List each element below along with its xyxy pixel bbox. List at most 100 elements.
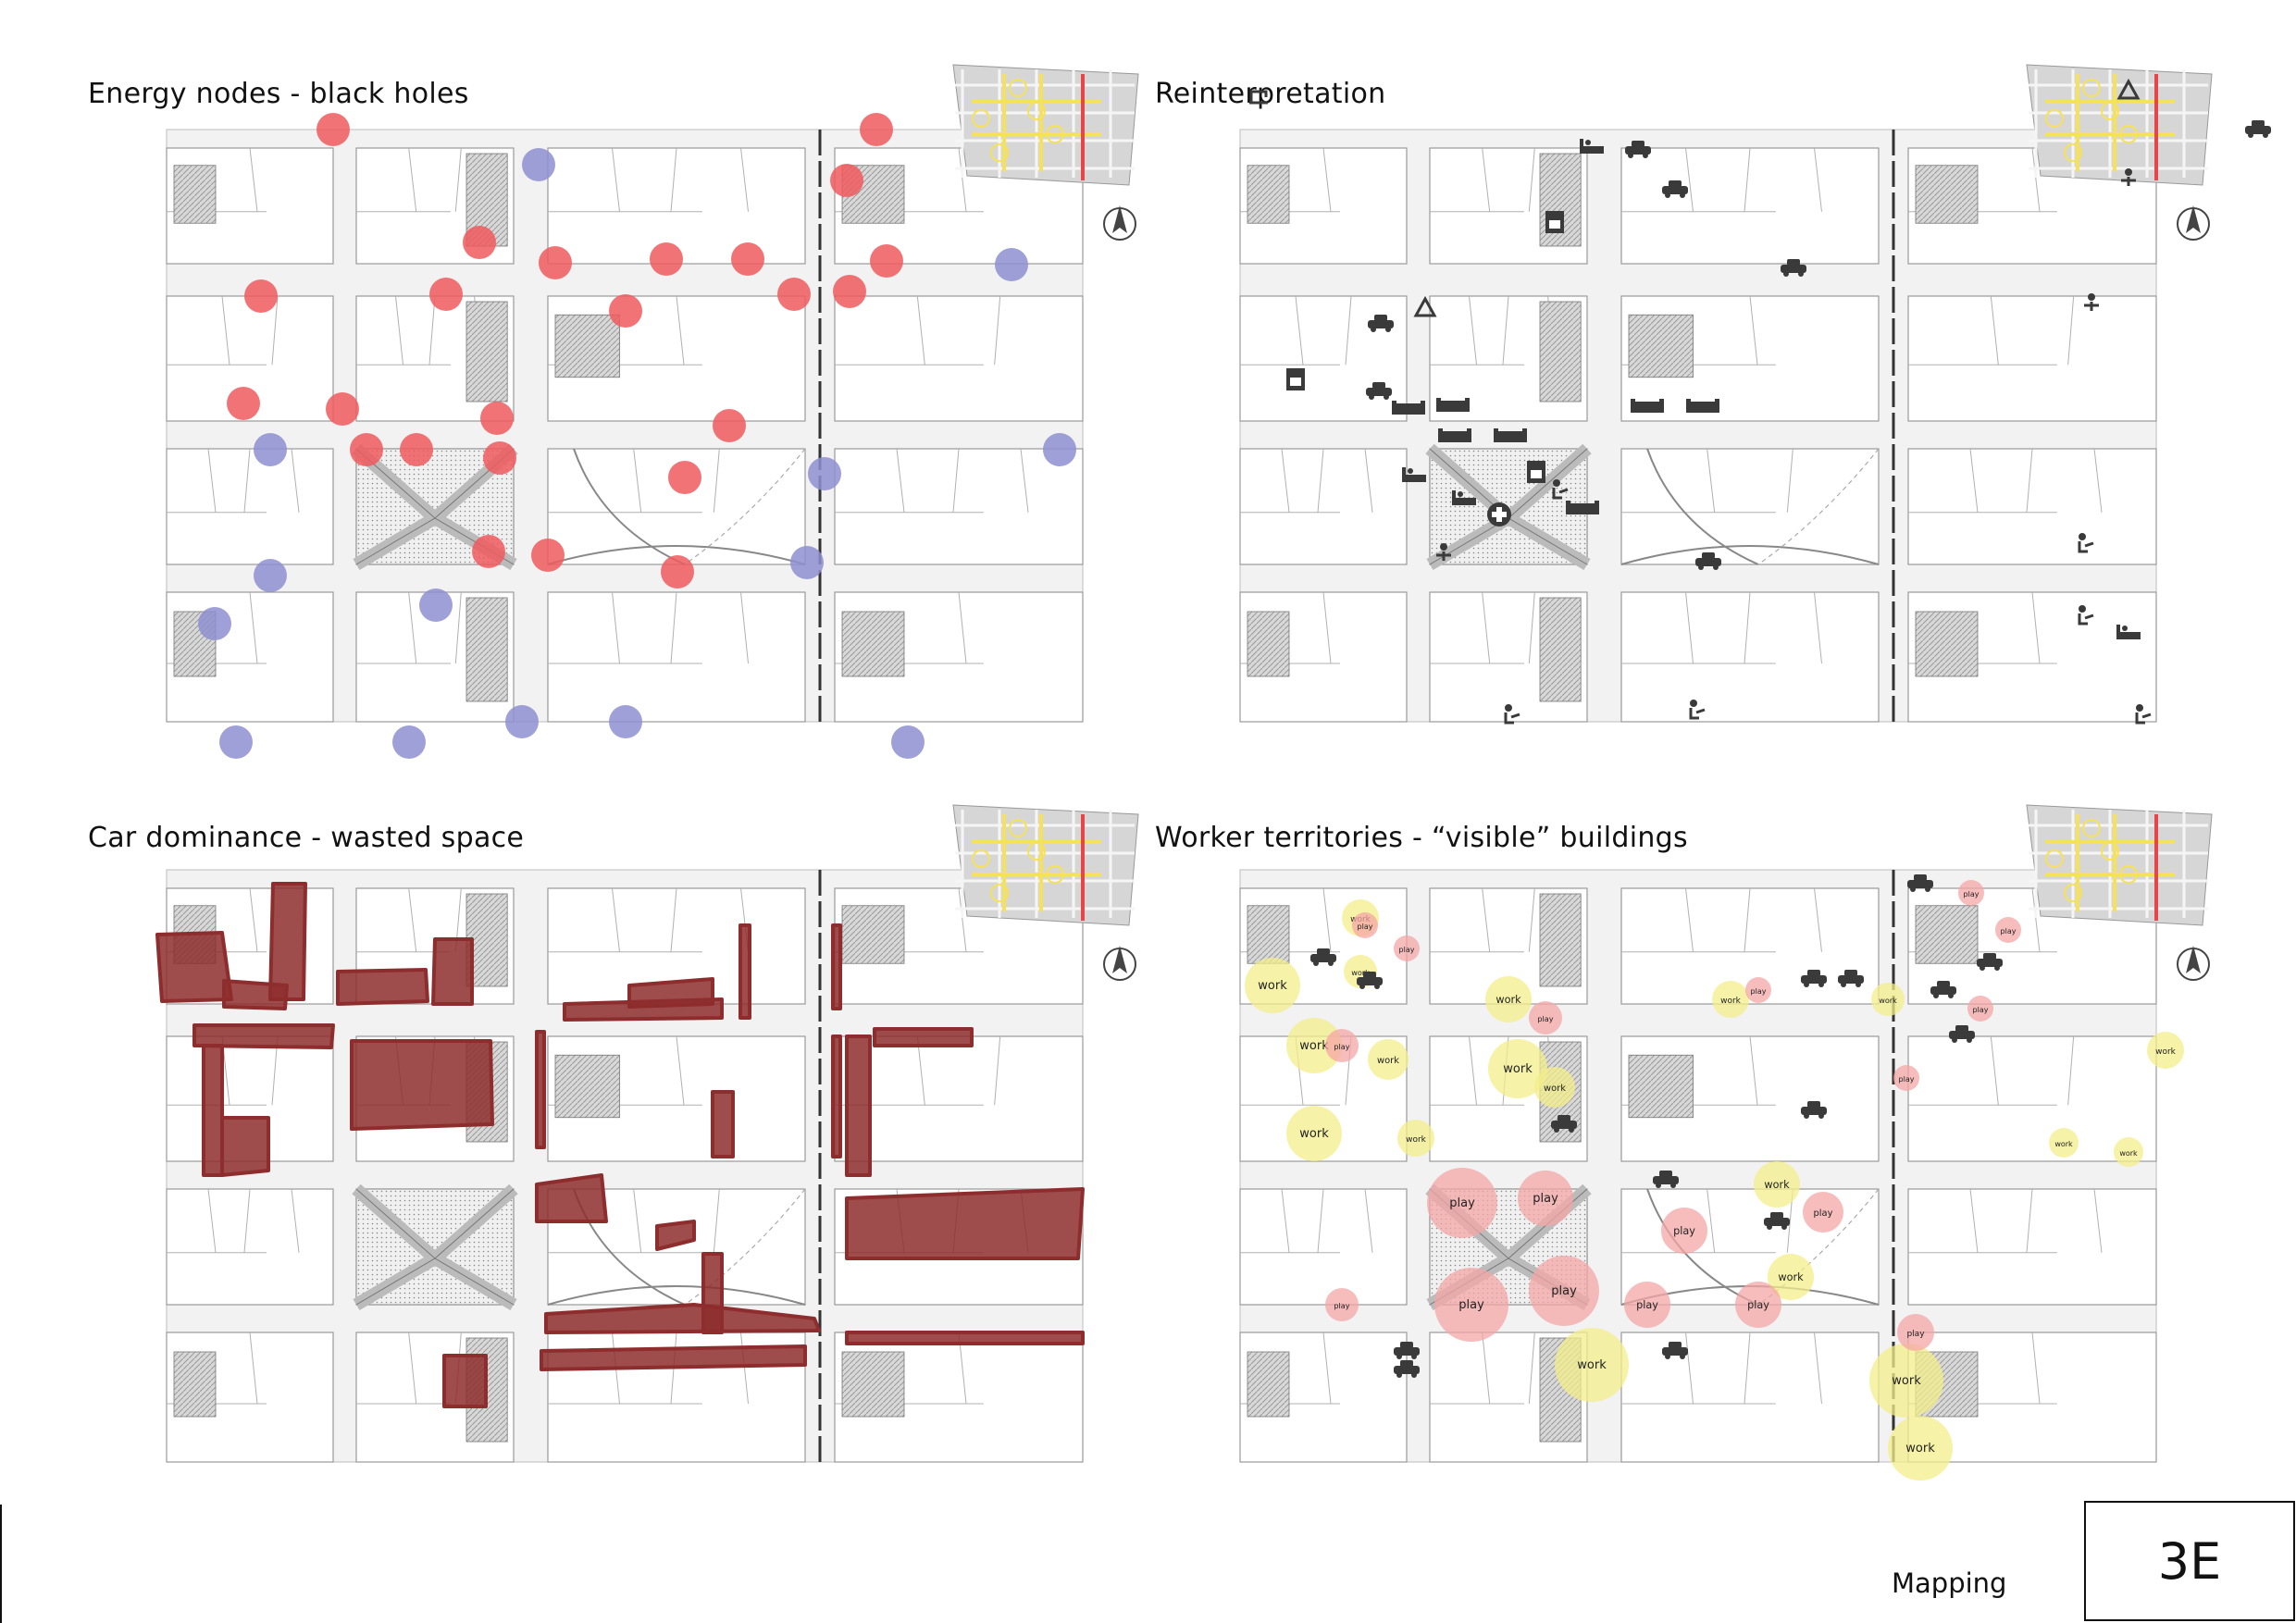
black-hole-marker [522, 148, 555, 181]
city-block [166, 1188, 334, 1306]
car-icon [1310, 948, 1336, 966]
svg-text:work: work [1905, 1442, 1935, 1456]
car-space-area [431, 937, 474, 1006]
medical-cross-icon [1487, 502, 1511, 527]
map-energy-nodes [166, 64, 1139, 759]
sofa-icon [1436, 398, 1470, 412]
play-territory: play [1434, 1268, 1508, 1342]
city-block [547, 591, 806, 723]
car-space-area [442, 1354, 488, 1408]
city-block [547, 1035, 806, 1162]
person-laptop-icon [1689, 700, 1706, 720]
car-space-area [701, 1252, 724, 1334]
svg-text:play: play [1747, 1299, 1769, 1311]
energy-node-marker [350, 433, 383, 466]
play-territory: play [1897, 1314, 1934, 1351]
panel-title-car-dominance: Car dominance - wasted space [88, 822, 525, 854]
play-territory: play [1352, 912, 1378, 938]
car-space-area [831, 923, 842, 1010]
svg-text:play: play [1449, 1196, 1475, 1210]
svg-text:work: work [1764, 1179, 1790, 1191]
person-laptop-icon [2078, 605, 2094, 626]
car-icon [1907, 874, 1933, 892]
car-space-area [655, 1220, 696, 1251]
gym-icon [2121, 168, 2136, 186]
svg-text:play: play [1964, 890, 1980, 898]
city-block [1907, 1035, 2157, 1162]
play-territory: play [1325, 1288, 1359, 1321]
map-reinterpretation [1239, 64, 2271, 725]
car-space-area [711, 1090, 735, 1158]
energy-node-marker [650, 242, 683, 276]
work-territory: work [2147, 1032, 2184, 1069]
city-block [834, 1035, 1084, 1162]
svg-text:play: play [1636, 1299, 1658, 1311]
panel-title-reinterpretation: Reinterpretation [1155, 78, 1386, 110]
sofa-icon [1392, 401, 1425, 415]
recycle-icon [2116, 78, 2141, 100]
panel-title-energy: Energy nodes - black holes [88, 78, 469, 110]
car-space-area [222, 979, 289, 1010]
svg-text:work: work [1879, 996, 1897, 1005]
black-hole-marker [891, 725, 925, 759]
gym-icon [2084, 293, 2099, 311]
park-block [547, 448, 806, 565]
energy-node-marker [400, 433, 433, 466]
svg-text:work: work [1377, 1056, 1399, 1066]
car-space-area [535, 1030, 546, 1149]
work-territory: work [1245, 958, 1300, 1013]
svg-text:work: work [1406, 1135, 1427, 1145]
svg-text:play: play [1906, 1330, 1925, 1339]
city-block [1620, 295, 1880, 422]
sofa-icon [1686, 399, 1719, 413]
sheet-number-box: 3E [2084, 1501, 2295, 1621]
energy-node-marker [472, 535, 505, 568]
car-icon [1662, 180, 1688, 198]
work-territory: work [1534, 1067, 1575, 1108]
car-space-area [202, 1044, 224, 1177]
car-space-area [155, 931, 233, 1003]
city-block [1620, 591, 1880, 723]
car-icon [1662, 1342, 1688, 1359]
city-block [166, 1332, 334, 1463]
car-icon [1625, 141, 1651, 158]
north-arrow-icon [2177, 205, 2210, 241]
car-space-area [268, 882, 307, 1001]
person-laptop-icon [1552, 479, 1569, 500]
city-block [1239, 295, 1408, 422]
stove-icon [1286, 368, 1305, 390]
car-icon [2245, 120, 2271, 138]
car-icon [1781, 259, 1806, 277]
svg-text:play: play [1334, 1042, 1349, 1051]
energy-node-marker [860, 113, 893, 146]
car-icon [1551, 1115, 1577, 1133]
energy-node-marker [539, 246, 572, 279]
svg-text:play: play [1673, 1225, 1695, 1237]
stove-icon [1545, 211, 1564, 233]
city-block [166, 591, 334, 723]
car-space-area [845, 1035, 872, 1177]
sheet-number: 3E [2157, 1531, 2222, 1591]
svg-text:work: work [1496, 994, 1521, 1006]
svg-text:play: play [1537, 1014, 1553, 1023]
black-hole-marker [419, 588, 453, 622]
car-icon [1801, 970, 1827, 987]
work-territory: work [1768, 1254, 1814, 1300]
city-block [1907, 591, 2157, 723]
city-block [1907, 448, 2157, 565]
energy-node-marker [326, 392, 359, 426]
energy-node-marker [833, 275, 866, 308]
play-territory: play [1803, 1192, 1843, 1233]
bed-icon [1402, 467, 1426, 482]
car-icon [1394, 1342, 1420, 1359]
car-space-area [350, 1039, 494, 1131]
black-hole-marker [1043, 433, 1076, 466]
key-map-inset [2026, 64, 2213, 186]
car-space-area [540, 1344, 807, 1371]
play-territory: play [1995, 917, 2021, 943]
sheet-left-edge-line [0, 1505, 2, 1623]
map-car-dominance [155, 804, 1139, 1463]
city-block [1429, 147, 1588, 265]
play-territory: play [1427, 1168, 1497, 1238]
city-block [1907, 295, 2157, 422]
